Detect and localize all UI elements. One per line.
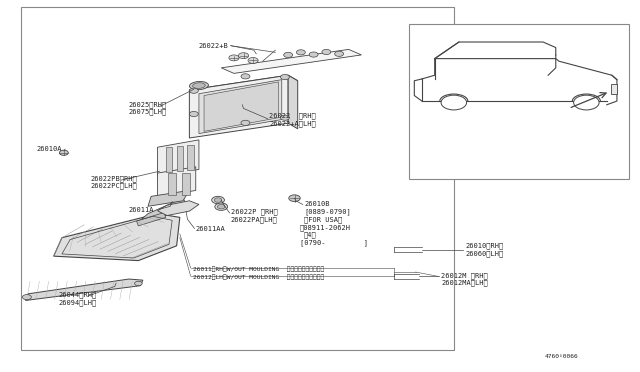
Circle shape bbox=[60, 150, 68, 155]
Text: 26012M 〈RH〉: 26012M 〈RH〉 bbox=[441, 272, 488, 279]
Text: 26012MA〈LH〉: 26012MA〈LH〉 bbox=[441, 279, 488, 286]
Text: 26022+A〈LH〉: 26022+A〈LH〉 bbox=[269, 120, 316, 126]
Bar bbox=[409, 23, 629, 179]
Text: 26022PA〈LH〉: 26022PA〈LH〉 bbox=[231, 216, 278, 222]
Bar bbox=[168, 173, 176, 195]
Text: （4）: （4） bbox=[304, 232, 317, 238]
Text: 26022PC〈LH〉: 26022PC〈LH〉 bbox=[91, 183, 138, 189]
Circle shape bbox=[284, 52, 292, 58]
Text: 26044〈RH〉: 26044〈RH〉 bbox=[59, 292, 97, 298]
Circle shape bbox=[280, 115, 289, 120]
Text: 26060〈LH〉: 26060〈LH〉 bbox=[465, 250, 504, 257]
Circle shape bbox=[241, 120, 250, 125]
Polygon shape bbox=[199, 80, 282, 134]
Bar bbox=[177, 146, 183, 171]
Text: （FOR USA）: （FOR USA） bbox=[304, 216, 342, 222]
Circle shape bbox=[229, 55, 239, 61]
Circle shape bbox=[335, 51, 344, 57]
Circle shape bbox=[22, 295, 31, 300]
Circle shape bbox=[189, 88, 198, 93]
Polygon shape bbox=[288, 75, 298, 129]
Bar bbox=[611, 84, 617, 94]
Bar bbox=[182, 173, 190, 195]
Bar bbox=[20, 7, 454, 350]
Text: ⓝ08911-2062H: ⓝ08911-2062H bbox=[300, 224, 351, 231]
Circle shape bbox=[239, 53, 248, 59]
Polygon shape bbox=[157, 167, 196, 197]
Polygon shape bbox=[141, 198, 186, 220]
Ellipse shape bbox=[193, 83, 205, 89]
Circle shape bbox=[241, 74, 250, 79]
Text: 26022P 〈RH〉: 26022P 〈RH〉 bbox=[231, 209, 278, 215]
Bar bbox=[188, 145, 194, 170]
Text: 26012〈LH〉W/OUT MOULDING  （モールディング無）: 26012〈LH〉W/OUT MOULDING （モールディング無） bbox=[193, 275, 324, 280]
Text: 26011A: 26011A bbox=[129, 207, 154, 213]
Polygon shape bbox=[54, 214, 180, 260]
Text: 4760◦0066: 4760◦0066 bbox=[544, 354, 578, 359]
Text: 26025〈RH〉: 26025〈RH〉 bbox=[129, 102, 167, 108]
Circle shape bbox=[322, 49, 331, 55]
Polygon shape bbox=[148, 190, 189, 206]
Circle shape bbox=[189, 112, 198, 116]
Circle shape bbox=[280, 74, 289, 80]
Polygon shape bbox=[157, 140, 199, 177]
Text: 26022+B: 26022+B bbox=[199, 43, 228, 49]
Text: 26022PB〈RH〉: 26022PB〈RH〉 bbox=[91, 175, 138, 182]
Text: 26010A: 26010A bbox=[36, 146, 62, 152]
Text: 26010B: 26010B bbox=[304, 202, 330, 208]
Bar bbox=[166, 147, 172, 172]
Circle shape bbox=[218, 205, 225, 209]
Ellipse shape bbox=[189, 81, 209, 90]
Circle shape bbox=[573, 95, 599, 110]
Text: 26010〈RH〉: 26010〈RH〉 bbox=[465, 243, 504, 249]
Polygon shape bbox=[26, 279, 143, 301]
Text: 26075〈LH〉: 26075〈LH〉 bbox=[129, 109, 167, 115]
Circle shape bbox=[248, 58, 258, 63]
Text: 26094〈LH〉: 26094〈LH〉 bbox=[59, 299, 97, 306]
Polygon shape bbox=[221, 49, 362, 73]
Text: 26022  （RH）: 26022 （RH） bbox=[269, 113, 316, 119]
Circle shape bbox=[309, 52, 318, 57]
Circle shape bbox=[134, 281, 142, 286]
Circle shape bbox=[214, 198, 222, 202]
Text: [0790-         ]: [0790- ] bbox=[300, 239, 367, 246]
Polygon shape bbox=[189, 75, 298, 96]
Circle shape bbox=[296, 50, 305, 55]
Polygon shape bbox=[189, 75, 288, 138]
Circle shape bbox=[289, 195, 300, 202]
Circle shape bbox=[441, 95, 467, 110]
Polygon shape bbox=[157, 201, 199, 215]
Text: [0889-0790]: [0889-0790] bbox=[304, 208, 351, 215]
Polygon shape bbox=[204, 82, 278, 131]
Polygon shape bbox=[136, 212, 166, 226]
Circle shape bbox=[212, 196, 225, 204]
Circle shape bbox=[215, 203, 228, 211]
Text: 26011〈RH〉W/OUT MOULDING  （モールディング無）: 26011〈RH〉W/OUT MOULDING （モールディング無） bbox=[193, 266, 324, 272]
Text: 26011AA: 26011AA bbox=[196, 226, 225, 232]
